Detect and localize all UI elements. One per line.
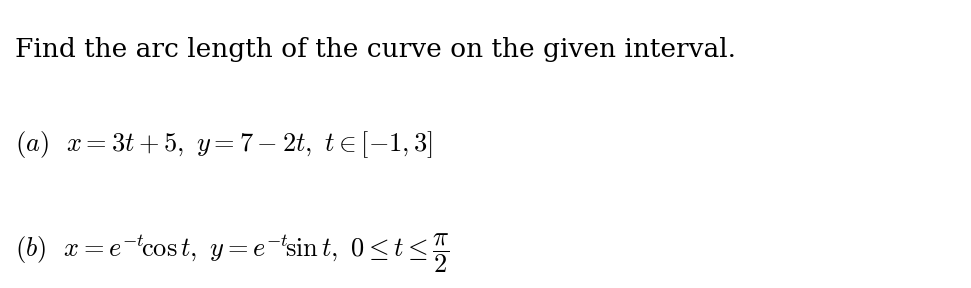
- Text: $(a)$  $x = 3t + 5,\ y = 7 - 2t,\ t \in [-1, 3]$: $(a)$ $x = 3t + 5,\ y = 7 - 2t,\ t \in […: [15, 128, 433, 160]
- Text: $(b)$  $x = e^{-t}\!\cos t,\ y = e^{-t}\!\sin t,\ 0 \leq t \leq \dfrac{\pi}{2}$: $(b)$ $x = e^{-t}\!\cos t,\ y = e^{-t}\!…: [15, 232, 450, 275]
- Text: Find the arc length of the curve on the given interval.: Find the arc length of the curve on the …: [15, 37, 736, 62]
